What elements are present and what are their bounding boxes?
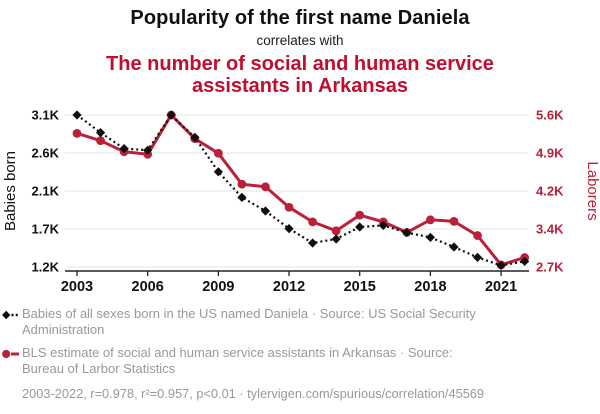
svg-text:2018: 2018 <box>414 279 446 295</box>
svg-text:2003: 2003 <box>61 279 93 295</box>
y-axis-right-ticks: 2.7K 3.4K 4.2K 4.9K 5.6K <box>536 108 564 275</box>
chart-title: Popularity of the first name Daniela <box>130 7 470 29</box>
svg-text:4.9K: 4.9K <box>536 146 564 161</box>
series-daniela-babies <box>72 110 530 270</box>
y-axis-left-ticks: 1.2K 1.7K 2.1K 2.6K 3.1K <box>32 108 60 275</box>
line-chart: 1.2K 1.7K 2.1K 2.6K 3.1K 2.7K 3.4K 4.2K 4.9K 5.6K… <box>2 108 600 296</box>
y-axis-right-title: Laborers <box>584 161 600 220</box>
svg-text:2009: 2009 <box>202 279 234 295</box>
svg-text:2021: 2021 <box>485 279 517 295</box>
gridlines <box>65 114 529 268</box>
correlates-with-label: correlates with <box>256 33 344 48</box>
y-axis-left-title: Babies born <box>2 151 19 231</box>
series-arkansas-laborers <box>72 110 530 270</box>
svg-text:3.4K: 3.4K <box>536 222 564 237</box>
stats-footer: 2003-2022, r=0.978, r²=0.957, p<0.01 · t… <box>22 386 600 401</box>
svg-text:4.2K: 4.2K <box>536 184 564 199</box>
svg-text:1.2K: 1.2K <box>32 260 60 275</box>
correlate-title: The number of social and human service a… <box>106 53 494 97</box>
svg-text:5.6K: 5.6K <box>536 108 564 123</box>
red-circle-solid-line-icon <box>2 349 19 358</box>
legend-item-arkansas: BLS estimate of social and human service… <box>2 345 600 377</box>
svg-text:2.1K: 2.1K <box>32 184 60 199</box>
legend-label-arkansas: BLS estimate of social and human service… <box>22 344 453 376</box>
svg-text:1.7K: 1.7K <box>32 222 60 237</box>
chart-header: Popularity of the first name Daniela cor… <box>0 7 600 97</box>
x-axis: 2003 2006 2009 2012 2015 2018 2021 <box>61 270 529 295</box>
legend-label-daniela: Babies of all sexes born in the US named… <box>22 306 476 337</box>
svg-text:3.1K: 3.1K <box>32 108 60 123</box>
svg-text:2.6K: 2.6K <box>32 146 60 161</box>
black-diamond-dashed-line-icon <box>2 310 19 320</box>
svg-text:2015: 2015 <box>344 279 376 295</box>
stats-text: 2003-2022, r=0.978, r²=0.957, p<0.01 · t… <box>22 386 485 402</box>
svg-text:2.7K: 2.7K <box>536 260 564 275</box>
svg-text:2012: 2012 <box>273 279 305 295</box>
legend-item-daniela: Babies of all sexes born in the US named… <box>2 306 600 338</box>
svg-text:2006: 2006 <box>132 279 164 295</box>
chart-legend: Babies of all sexes born in the US named… <box>2 306 600 376</box>
